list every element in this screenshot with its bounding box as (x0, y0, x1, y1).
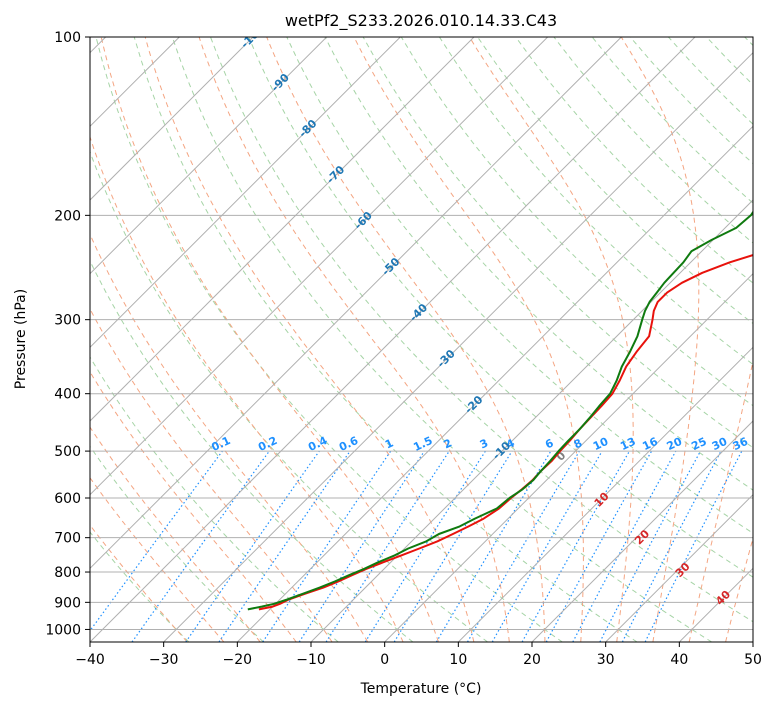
mixing-ratio-label: 36 (731, 435, 751, 453)
isotherm-line (236, 125, 753, 642)
moist-adiabat-line (144, 37, 475, 642)
dewpoint-profile-line (247, 187, 753, 611)
mixing-ratio-line (521, 450, 631, 642)
y-axis-label: Pressure (hPa) (13, 289, 29, 389)
moist-adiabat-line (353, 37, 584, 642)
dry-adiabat-line (90, 150, 488, 642)
y-tick-label: 400 (54, 387, 81, 403)
dry-adiabat-line (171, 37, 712, 642)
moist-adiabat-line (620, 37, 700, 642)
dry-adiabat-line (210, 37, 753, 623)
isotherms (90, 37, 753, 642)
y-tick-label: 700 (54, 531, 81, 547)
axes: −40 −30 −20 −10 0 10 20 30 40 50 100 200 300 400 500 60… (45, 30, 762, 668)
isotherm-line (90, 37, 549, 496)
x-axis-label: Temperature (°C) (360, 681, 482, 697)
dry-adiabat-line (90, 531, 190, 642)
isotherm-line (163, 51, 753, 642)
moist-adiabat-line (90, 476, 225, 642)
mixing-ratio-line (393, 450, 513, 642)
x-tick-label: 10 (449, 652, 467, 668)
mixing-ratio-label: 25 (689, 435, 708, 453)
plot-frame (89, 36, 754, 643)
isotherm-line (90, 37, 622, 570)
dry-adiabat-line (90, 356, 339, 642)
mixing-ratio-line (185, 450, 320, 642)
dry-adiabat-line (95, 37, 563, 642)
dry-adiabat-line (438, 37, 753, 366)
x-tick-label: 40 (670, 652, 688, 668)
y-tick-label: 200 (54, 208, 81, 224)
x-tick-label: −10 (296, 652, 326, 668)
mixing-ratio-line (298, 450, 425, 642)
mixing-ratio-label: 20 (665, 435, 685, 453)
moist-adiabat-line (90, 524, 188, 642)
mixing-ratio-line (644, 450, 743, 642)
dry-adiabat-line (400, 37, 753, 407)
chart-title: wetPf2_S233.2026.010.14.33.C43 (285, 11, 557, 31)
moist-adiabat-line (90, 135, 404, 642)
moist-adiabat-line (90, 370, 297, 642)
y-tick-label: 100 (54, 30, 81, 46)
y-tick-label: 500 (54, 444, 81, 460)
x-tick-label: 50 (744, 652, 762, 668)
mixing-ratio-label: 13 (618, 435, 637, 453)
mixing-ratio-line (90, 450, 223, 632)
x-tick-label: −40 (75, 652, 105, 668)
isotherm-line (457, 346, 753, 642)
isotherm-line (90, 37, 696, 642)
isotherm-line (384, 272, 753, 642)
mixing-ratio-label: 10 (591, 435, 611, 453)
isotherm-line (605, 493, 753, 642)
isotherm-line (310, 199, 753, 642)
y-tick-label: 300 (54, 313, 81, 329)
y-tick-label: 600 (54, 491, 81, 507)
isotherm-line (90, 37, 254, 201)
pressure-gridlines (90, 37, 753, 630)
profile-lines (247, 187, 753, 611)
moist-adiabat-line (90, 232, 369, 642)
moist-adiabat-line (100, 37, 439, 642)
isotherm-line (90, 37, 475, 422)
temperature-profile-line (258, 254, 753, 611)
x-tick-label: 20 (523, 652, 541, 668)
mixing-ratio-label: 16 (640, 435, 660, 453)
dry-adiabat-line (90, 445, 264, 642)
y-tick-label: 800 (54, 565, 81, 581)
mixing-ratio-label: 30 (710, 435, 730, 453)
y-tick-label: 900 (54, 595, 81, 611)
mixing-ratio-line (218, 450, 351, 642)
y-tick-label: 1000 (45, 622, 81, 638)
mixing-ratio-line (545, 450, 653, 642)
moist-adiabat-line (90, 426, 261, 642)
dry-adiabat-line (133, 37, 638, 642)
dry-adiabat-line (515, 37, 753, 284)
isotherm-line (90, 37, 328, 275)
isotherm-line (90, 37, 401, 349)
mixing-ratio-line (262, 450, 392, 642)
dry-adiabat-line (248, 37, 753, 578)
x-tick-label: 0 (380, 652, 389, 668)
x-tick-label: 30 (597, 652, 615, 668)
mixing-ratio-line (572, 450, 677, 642)
isotherm-line (531, 420, 753, 642)
x-tick-label: −20 (223, 652, 253, 668)
mixing-ratio-line (131, 450, 270, 642)
x-tick-label: −30 (149, 652, 179, 668)
